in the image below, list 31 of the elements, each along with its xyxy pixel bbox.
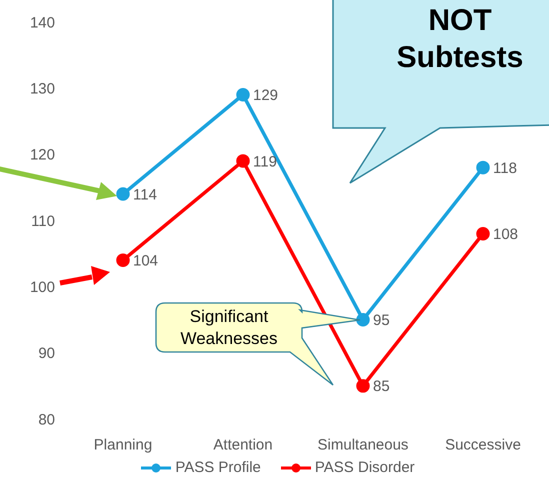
point [116,187,130,201]
y-tick-label: 120 [30,146,55,164]
point [236,154,250,168]
point [116,253,130,267]
annotation: Significant Weaknesses [180,307,278,348]
y-tick-label: 140 [30,14,55,32]
data-label: 85 [373,378,390,396]
data-label: 119 [253,153,277,170]
y-tick-label: 100 [30,278,55,296]
x-tick-label: Attention [213,436,273,454]
point [236,88,250,102]
data-label: 104 [133,252,158,270]
data-label: 129 [253,87,278,104]
data-label: 118 [493,160,517,177]
y-tick-label: 80 [38,411,55,428]
data-label: 95 [373,312,390,330]
legend-label: PASS Disorder [314,459,415,476]
point [356,379,370,393]
point [356,313,370,326]
x-tick-label: Planning [94,436,152,454]
legend-label: PASS Profile [174,459,261,476]
point [476,226,490,240]
x-tick-label: Simultaneous [318,436,408,454]
data-label: 108 [493,226,518,244]
point [476,160,490,174]
x-tick-label: Successive [445,436,521,454]
data-label: 114 [133,186,157,204]
y-tick-label: 110 [31,212,55,230]
annotation: NOT Subtests [396,4,524,74]
y-tick-label: 130 [30,80,55,98]
y-tick-label: 90 [38,345,55,362]
